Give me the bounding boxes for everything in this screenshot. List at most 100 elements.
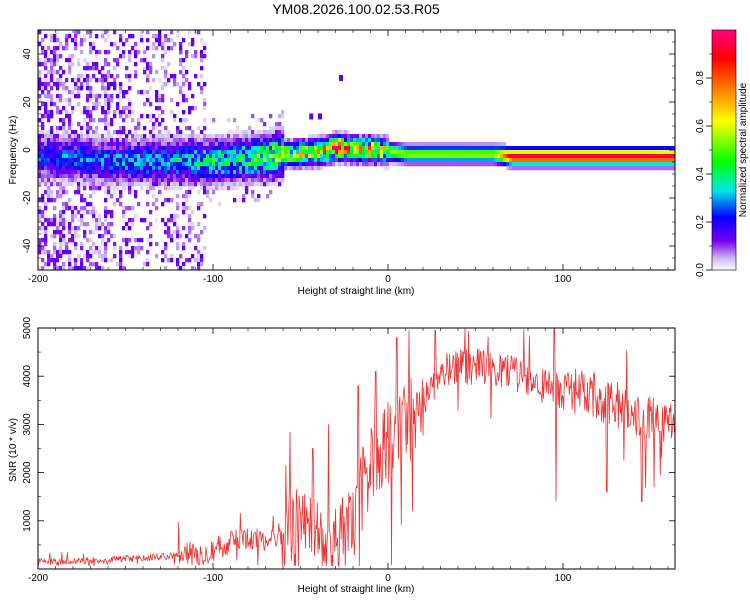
spectrogram-cell [455, 146, 459, 151]
spectrogram-cell [212, 182, 216, 187]
spectrogram-cell [89, 138, 93, 143]
spectrogram-cell [53, 142, 57, 147]
spectrogram-cell [182, 38, 186, 43]
spectrogram-cell [158, 38, 162, 43]
spectrogram-cell [176, 130, 180, 135]
spectrogram-cell [293, 162, 297, 167]
spectrogram-cell [203, 162, 207, 167]
spectrogram-cell [80, 194, 84, 199]
spectrogram-cell [566, 166, 570, 171]
spectrogram-cell [224, 162, 228, 167]
spectrogram-cell [131, 246, 135, 251]
spectrogram-cell [359, 154, 363, 159]
spectrogram-cell [107, 102, 111, 107]
spectrogram-cell [137, 182, 141, 187]
spectrogram-cell [41, 50, 45, 55]
spectrogram-cell [260, 146, 264, 151]
spectrogram-cell [554, 150, 558, 155]
spectrogram-cell [437, 146, 441, 151]
spectrogram-cell [50, 254, 54, 259]
spectrogram-cell [197, 206, 201, 211]
spectrogram-cell [401, 162, 405, 167]
spectrogram-cell [134, 254, 138, 259]
spectrogram-cell [614, 146, 618, 151]
spectrogram-cell [110, 214, 114, 219]
spectrogram-cell [191, 210, 195, 215]
spectrogram-cell [245, 130, 249, 135]
spectrogram-cell [518, 166, 522, 171]
spectrogram-cell [326, 158, 330, 163]
spectrogram-cell [275, 126, 279, 131]
spectrogram-cell [155, 70, 159, 75]
spectrogram-cell [578, 158, 582, 163]
spectrogram-cell [65, 202, 69, 207]
spectrogram-cell [173, 74, 177, 79]
spectrogram-cell [509, 154, 513, 159]
spectrogram-cell [131, 162, 135, 167]
spectrogram-cell [71, 234, 75, 239]
spectrogram-cell [440, 142, 444, 147]
spectrogram-cell [272, 158, 276, 163]
spectrogram-cell [155, 174, 159, 179]
spectrogram-cell [650, 150, 654, 155]
spectrogram-cell [122, 50, 126, 55]
spectrogram-cell [104, 62, 108, 67]
spectrogram-cell [203, 102, 207, 107]
spectrogram-cell [176, 258, 180, 263]
spectrogram-cell [95, 162, 99, 167]
spectrogram-cell [602, 154, 606, 159]
spectrogram-cell [662, 158, 666, 163]
spectrogram-cell [617, 158, 621, 163]
spectrogram-cell [74, 154, 78, 159]
spectrogram-cell [179, 42, 183, 47]
spectrogram-cell [50, 138, 54, 143]
spectrogram-cell [161, 170, 165, 175]
spectrogram-cell [41, 226, 45, 231]
spectrogram-cell [446, 146, 450, 151]
spectrogram-cell [173, 186, 177, 191]
spectrogram-cell [344, 162, 348, 167]
spectrogram-cell [218, 134, 222, 139]
spectrogram-cell [644, 154, 648, 159]
spectrogram-cell [587, 162, 591, 167]
spectrogram-cell [41, 86, 45, 91]
spectrogram-cell [275, 182, 279, 187]
spectrogram-cell [233, 166, 237, 171]
spectrogram-cell [44, 66, 48, 71]
spectrogram-cell [299, 150, 303, 155]
spectrogram-cell [164, 146, 168, 151]
spectrogram-cell [89, 134, 93, 139]
spectrogram-cell [527, 162, 531, 167]
spectrogram-cell [65, 58, 69, 63]
spectrogram-cell [53, 54, 57, 59]
spectrogram-cell [116, 130, 120, 135]
spectrogram-cell [41, 82, 45, 87]
spectrogram-cell [125, 106, 129, 111]
spectrogram-cell [284, 138, 288, 143]
spectrogram-cell [56, 178, 60, 183]
spectrogram-cell [239, 178, 243, 183]
spectrogram-cell [653, 158, 657, 163]
spectrogram-cell [140, 150, 144, 155]
spectrogram-cell [59, 74, 63, 79]
spectrogram-cell [218, 166, 222, 171]
spectrogram-cell [56, 130, 60, 135]
spectrogram-cell [50, 218, 54, 223]
spectrogram-cell [68, 182, 72, 187]
spectrogram-cell [122, 214, 126, 219]
spectrogram-cell [488, 158, 492, 163]
spectrogram-cell [53, 250, 57, 255]
spectrogram-cell [374, 154, 378, 159]
spectrogram-cell [113, 162, 117, 167]
spectrogram-cell [272, 146, 276, 151]
spectrogram-cell [278, 182, 282, 187]
spectrogram-cell [122, 138, 126, 143]
spectrogram-cell [152, 34, 156, 39]
spectrogram-cell [545, 150, 549, 155]
spectrogram-cell [77, 94, 81, 99]
spectrogram-cell [242, 158, 246, 163]
spectrogram-cell [671, 158, 675, 163]
spectrogram-cell [89, 174, 93, 179]
spectrogram-cell [74, 246, 78, 251]
spectrogram-cell [260, 142, 264, 147]
